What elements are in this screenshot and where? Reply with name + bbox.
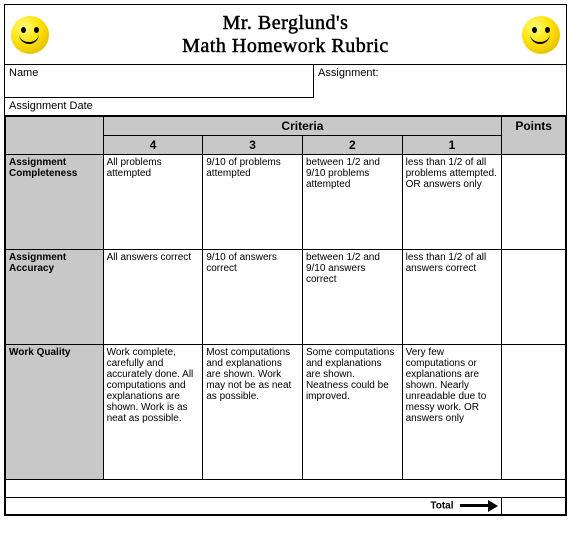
- cell-accuracy-2: between 1/2 and 9/10 answers correct: [302, 249, 402, 344]
- cell-accuracy-3: 9/10 of answers correct: [203, 249, 303, 344]
- cell-completeness-3: 9/10 of problems attempted: [203, 154, 303, 249]
- spacer-row: [6, 479, 566, 497]
- assignment-date-label: Assignment Date: [9, 100, 93, 112]
- header-row-1: Criteria Points: [6, 116, 566, 135]
- info-table: Name Assignment: Assignment Date: [5, 65, 566, 116]
- name-label: Name: [9, 67, 38, 79]
- criteria-header: Criteria: [103, 116, 502, 135]
- cell-quality-1: Very few computations or explanations ar…: [402, 344, 502, 479]
- title-line-1: Mr. Berglund's: [49, 12, 522, 35]
- name-field[interactable]: Name: [5, 65, 314, 97]
- cell-accuracy-4: All answers correct: [103, 249, 203, 344]
- assignment-field[interactable]: Assignment:: [314, 65, 566, 115]
- cell-quality-3: Most computations and explanations are s…: [203, 344, 303, 479]
- total-label: Total: [430, 500, 453, 511]
- score-1: 1: [402, 135, 502, 154]
- score-2: 2: [302, 135, 402, 154]
- header-row: Mr. Berglund's Math Homework Rubric: [5, 5, 566, 65]
- row-work-quality: Work Quality Work complete, carefully an…: [6, 344, 566, 479]
- title-block: Mr. Berglund's Math Homework Rubric: [49, 12, 522, 58]
- criteria-label: Assignment Completeness: [6, 154, 104, 249]
- cell-completeness-1: less than 1/2 of all problems attempted.…: [402, 154, 502, 249]
- total-label-cell: Total: [6, 497, 502, 514]
- row-accuracy: Assignment Accuracy All answers correct …: [6, 249, 566, 344]
- smiley-icon: [522, 16, 560, 54]
- points-accuracy[interactable]: [502, 249, 566, 344]
- row-completeness: Assignment Completeness All problems att…: [6, 154, 566, 249]
- criteria-label: Work Quality: [6, 344, 104, 479]
- spacer-cell: [6, 479, 566, 497]
- points-quality[interactable]: [502, 344, 566, 479]
- cell-accuracy-1: less than 1/2 of all answers correct: [402, 249, 502, 344]
- points-completeness[interactable]: [502, 154, 566, 249]
- rubric-table: Criteria Points 4 3 2 1 Assignment Compl…: [5, 116, 566, 515]
- total-value[interactable]: [502, 497, 566, 514]
- arrow-icon: [460, 500, 498, 512]
- assignment-date-field[interactable]: Assignment Date: [5, 97, 314, 115]
- assignment-label: Assignment:: [318, 67, 379, 79]
- cell-quality-4: Work complete, carefully and accurately …: [103, 344, 203, 479]
- title-line-2: Math Homework Rubric: [49, 35, 522, 58]
- rubric-document: Mr. Berglund's Math Homework Rubric Name…: [4, 4, 567, 516]
- total-row: Total: [6, 497, 566, 514]
- smiley-icon: [11, 16, 49, 54]
- cell-completeness-2: between 1/2 and 9/10 problems attempted: [302, 154, 402, 249]
- cell-quality-2: Some computations and explanations are s…: [302, 344, 402, 479]
- score-3: 3: [203, 135, 303, 154]
- points-header: Points: [502, 116, 566, 154]
- corner-cell: [6, 116, 104, 154]
- cell-completeness-4: All problems attempted: [103, 154, 203, 249]
- score-4: 4: [103, 135, 203, 154]
- criteria-label: Assignment Accuracy: [6, 249, 104, 344]
